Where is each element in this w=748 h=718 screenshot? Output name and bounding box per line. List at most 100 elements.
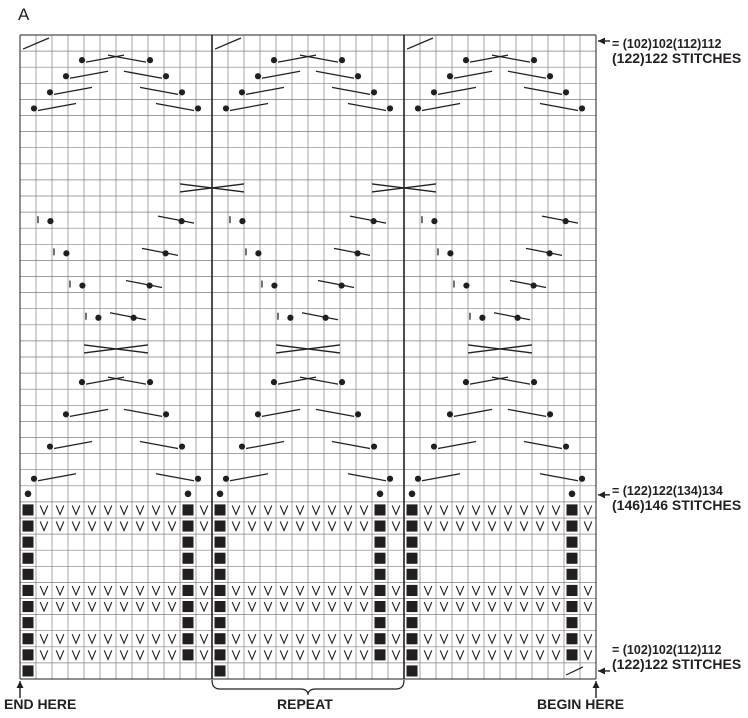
- purl-bar-stitch: [566, 536, 578, 548]
- purl-bar-stitch: [214, 520, 226, 532]
- bobble-dot: [370, 443, 378, 450]
- v-stitch: [39, 521, 49, 533]
- purl-bar-stitch: [182, 617, 194, 629]
- bobble-dot: [162, 250, 169, 257]
- left-slant-decrease: [229, 473, 269, 482]
- purl-bar-stitch: [214, 601, 226, 613]
- v-stitch: [535, 633, 545, 645]
- purl-bar-stitch: [214, 633, 226, 645]
- purl-bar-stitch: [566, 617, 578, 629]
- v-stitch: [167, 521, 177, 533]
- v-stitch: [343, 505, 353, 516]
- left-slant-decrease: [453, 408, 493, 417]
- right-slant-decrease: [107, 54, 147, 63]
- bobble-dot: [354, 250, 361, 257]
- bobble-dot: [30, 105, 38, 112]
- bobble-dot: [255, 250, 262, 257]
- bobble-dot: [95, 314, 102, 321]
- bobble-dot: [578, 475, 586, 482]
- stitch-count-bottom-line2-b: STITCHES: [668, 656, 742, 672]
- bobble-dot: [146, 379, 154, 386]
- v-stitch: [423, 601, 433, 613]
- stitch-count-middle-line2-b: STITCHES: [668, 497, 742, 513]
- left-slant-decrease: [125, 279, 163, 289]
- v-stitch: [263, 521, 273, 533]
- v-stitch: [55, 633, 65, 645]
- v-stitch: [55, 505, 65, 516]
- v-stitch: [247, 650, 257, 661]
- v-stitch: [135, 585, 145, 597]
- bobble-dot: [30, 475, 38, 482]
- v-stitch: [551, 650, 561, 661]
- left-slant-decrease: [301, 312, 339, 321]
- right-slant-decrease: [139, 440, 179, 450]
- v-stitch: [439, 521, 449, 533]
- purl-bar-stitch: [406, 568, 418, 580]
- v-stitch: [359, 650, 369, 661]
- bobble-dot: [414, 475, 422, 482]
- v-stitch: [295, 585, 305, 597]
- bobble-dot: [146, 282, 153, 289]
- left-slant-decrease: [453, 70, 493, 79]
- bobble-dot: [194, 475, 202, 482]
- v-stitch: [295, 633, 305, 645]
- purl-bar-stitch: [374, 504, 386, 516]
- bobble-dot: [222, 105, 230, 112]
- bobble-dot: [354, 73, 362, 80]
- purl-bar-stitch: [566, 504, 578, 516]
- purl-bar-stitch: [374, 568, 386, 580]
- bobble-dot: [216, 490, 224, 498]
- right-slant-decrease: [347, 102, 387, 112]
- purl-bar-stitch: [182, 504, 194, 516]
- v-stitch: [583, 585, 593, 597]
- v-stitch: [199, 505, 209, 516]
- v-stitch: [311, 521, 321, 533]
- chart-title: A: [18, 5, 30, 24]
- v-stitch: [119, 650, 129, 661]
- v-stitch: [535, 585, 545, 597]
- v-stitch: [167, 601, 177, 613]
- v-stitch: [551, 601, 561, 613]
- bobble-dot: [162, 411, 170, 418]
- purl-bar-stitch: [406, 665, 418, 677]
- repeat-label: REPEAT: [277, 696, 333, 712]
- stitch-count-top-line2: (122)122 STITCHES: [612, 51, 741, 66]
- v-stitch: [455, 633, 465, 645]
- left-slant-decrease: [245, 86, 285, 95]
- right-slant-decrease: [539, 102, 579, 112]
- bobble-dot: [194, 105, 202, 112]
- bobble-dot: [414, 105, 422, 112]
- purl-bar-stitch: [22, 552, 34, 564]
- v-stitch: [455, 650, 465, 661]
- bobble-dot: [386, 105, 394, 112]
- v-stitch: [263, 650, 273, 661]
- bobble-dot: [462, 379, 470, 386]
- purl-bar-stitch: [214, 504, 226, 516]
- v-stitch: [423, 505, 433, 516]
- v-stitch: [359, 505, 369, 516]
- v-stitch: [311, 585, 321, 597]
- v-stitch: [55, 521, 65, 533]
- v-stitch: [311, 505, 321, 516]
- v-stitch: [119, 585, 129, 597]
- bobble-dot: [254, 411, 262, 418]
- left-slant-decrease: [317, 279, 355, 289]
- v-stitch: [487, 505, 497, 516]
- purl-bar-stitch: [22, 568, 34, 580]
- bobble-dot: [254, 73, 262, 80]
- v-stitch: [455, 505, 465, 516]
- count-arrow-middle-head: [598, 491, 605, 499]
- v-stitch: [199, 585, 209, 597]
- v-stitch: [39, 650, 49, 661]
- v-stitch: [39, 633, 49, 645]
- purl-bar-stitch: [566, 552, 578, 564]
- v-stitch: [343, 650, 353, 661]
- bobble-dot: [408, 490, 416, 498]
- purl-bar-stitch: [22, 649, 34, 661]
- bobble-dot: [178, 89, 186, 96]
- v-stitch: [71, 505, 81, 516]
- v-stitch: [503, 601, 513, 613]
- right-slant-decrease: [315, 70, 355, 79]
- v-stitch: [39, 601, 49, 613]
